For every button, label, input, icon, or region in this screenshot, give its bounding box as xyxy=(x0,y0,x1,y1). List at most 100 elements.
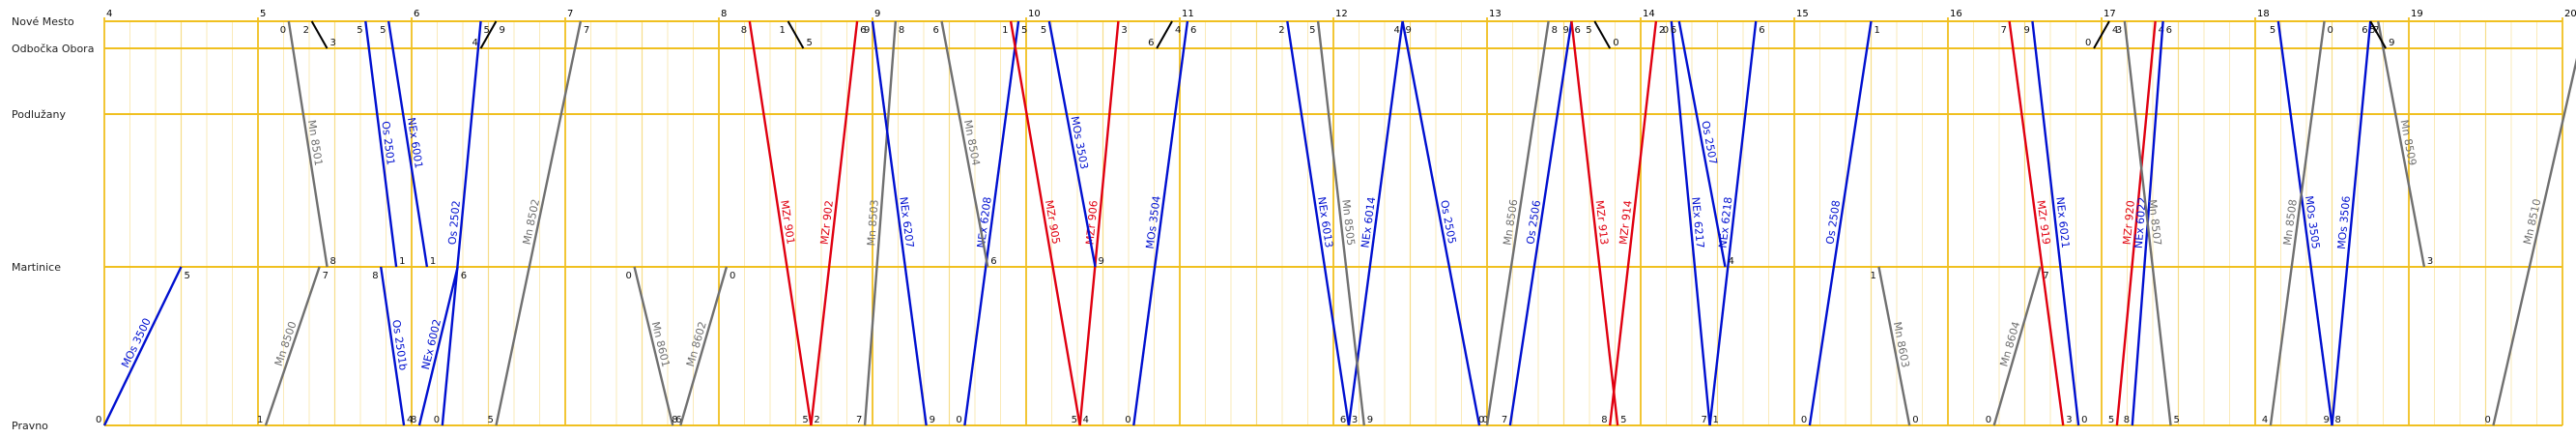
arrival-minute-label: 0 xyxy=(1482,415,1488,425)
departure-minute-label: 0 xyxy=(280,25,286,36)
departure-minute-label: 7 xyxy=(1702,415,1707,425)
train-line xyxy=(863,20,898,426)
train-name-label: NEx 6217 xyxy=(1689,196,1706,248)
train-line xyxy=(2123,20,2172,426)
train-line xyxy=(2331,20,2372,426)
arrival-minute-label: 9 xyxy=(1099,256,1104,267)
departure-minute-label: 9 xyxy=(2324,415,2330,425)
train-line xyxy=(871,20,928,426)
train-name-label: Os 2501 xyxy=(379,120,397,165)
train-path: 7 6 NEx 6218 xyxy=(1702,20,1765,426)
departure-minute-label: 8 xyxy=(411,415,416,425)
departure-minute-label: 1 xyxy=(1002,25,1008,36)
train-path: 3 5 Mn 8507 xyxy=(2116,20,2180,426)
departure-minute-label: 9 xyxy=(1562,25,1568,36)
departure-minute-label: 0 xyxy=(96,415,101,425)
hour-label: 11 xyxy=(1182,9,1194,19)
departure-minute-label: 2 xyxy=(1278,25,1284,36)
train-path: 1 7 Mn 8500 xyxy=(257,266,329,426)
train-line xyxy=(1316,20,1365,426)
departure-minute-label: 5 xyxy=(1072,415,1077,425)
station-label: Martinice xyxy=(12,261,61,274)
train-path: 50 xyxy=(1586,20,1619,49)
arrival-minute-label: 4 xyxy=(1728,256,1733,267)
train-name-label: MZr 920 xyxy=(2121,200,2137,246)
arrival-minute-label: 0 xyxy=(730,271,735,281)
train-path: 7 3 MZr 919 xyxy=(2001,20,2073,426)
departure-minute-label: 5 xyxy=(2369,25,2375,36)
arrival-minute-label: 5 xyxy=(1620,415,1626,425)
arrival-minute-label: 4 xyxy=(407,415,413,425)
departure-minute-label: 0 xyxy=(1986,415,1991,425)
train-path: 4 0 Mn 8508 xyxy=(2262,20,2333,426)
arrival-minute-label: 5 xyxy=(185,271,190,281)
departure-minute-label: 4 xyxy=(1394,25,1400,36)
train-line xyxy=(748,20,813,426)
departure-minute-label: 1 xyxy=(1870,271,1875,281)
departure-minute-label: 9 xyxy=(2023,25,2029,36)
departure-minute-label: 9 xyxy=(864,25,870,36)
arrival-minute-label: 2 xyxy=(1659,25,1665,36)
departure-minute-label: 3 xyxy=(2116,25,2122,36)
train-name-label: Mn 8503 xyxy=(865,199,881,247)
hour-label: 4 xyxy=(106,9,112,19)
train-line xyxy=(1992,266,2042,426)
train-line xyxy=(417,266,459,426)
departure-minute-label: 0 xyxy=(1478,415,1484,425)
departure-minute-label: 2 xyxy=(303,25,309,36)
train-line xyxy=(441,20,482,426)
train-name-label: NEx 6022 xyxy=(2132,196,2149,248)
train-path: 64 xyxy=(1148,20,1181,49)
arrival-minute-label: 6 xyxy=(675,415,681,425)
hour-label: 18 xyxy=(2257,9,2270,19)
train-path: 5 1 Os 2501 xyxy=(357,20,405,268)
train-line xyxy=(2093,20,2110,49)
train-name-label: Mn 8507 xyxy=(2146,199,2163,247)
departure-minute-label: 1 xyxy=(257,415,263,425)
train-line xyxy=(679,266,729,426)
train-name-label: MZr 919 xyxy=(2034,199,2052,245)
train-line xyxy=(1570,20,1619,426)
train-line xyxy=(310,20,329,49)
arrival-minute-label: 2 xyxy=(814,415,819,425)
departure-minute-label: 5 xyxy=(802,415,808,425)
arrival-minute-label: 9 xyxy=(1367,415,1373,425)
hour-label: 10 xyxy=(1028,9,1041,19)
train-path: 9 5 MZr 913 xyxy=(1562,20,1627,426)
train-line xyxy=(1677,20,1727,268)
train-line xyxy=(1485,20,1550,426)
departure-minute-label: 5 xyxy=(380,25,386,36)
train-line xyxy=(1347,20,1404,426)
train-line xyxy=(287,20,329,268)
hour-label: 17 xyxy=(2104,9,2116,19)
train-line xyxy=(2377,20,2426,268)
train-line xyxy=(633,266,674,426)
arrival-minute-label: 6 xyxy=(1574,25,1580,36)
arrival-minute-label: 4 xyxy=(1083,415,1089,425)
train-line xyxy=(364,20,398,268)
arrival-minute-label: 0 xyxy=(1912,415,1918,425)
departure-minute-label: 7 xyxy=(2001,25,2007,36)
departure-minute-label: 6 xyxy=(2361,25,2367,36)
train-line xyxy=(2115,20,2157,426)
departure-minute-label: 5 xyxy=(1309,25,1315,36)
arrival-minute-label: 9 xyxy=(2389,38,2394,48)
station-label: Nové Mesto xyxy=(12,15,74,28)
train-line xyxy=(940,20,989,268)
departure-minute-label: 0 xyxy=(2484,415,2490,425)
train-line xyxy=(1156,20,1173,49)
grid xyxy=(103,17,2563,425)
station-axis: Nové Mesto Odbočka Obora Podlužany Martinic… xyxy=(12,15,2562,432)
train-path: 23 xyxy=(303,20,336,49)
departure-minute-label: 7 xyxy=(1502,415,1507,425)
